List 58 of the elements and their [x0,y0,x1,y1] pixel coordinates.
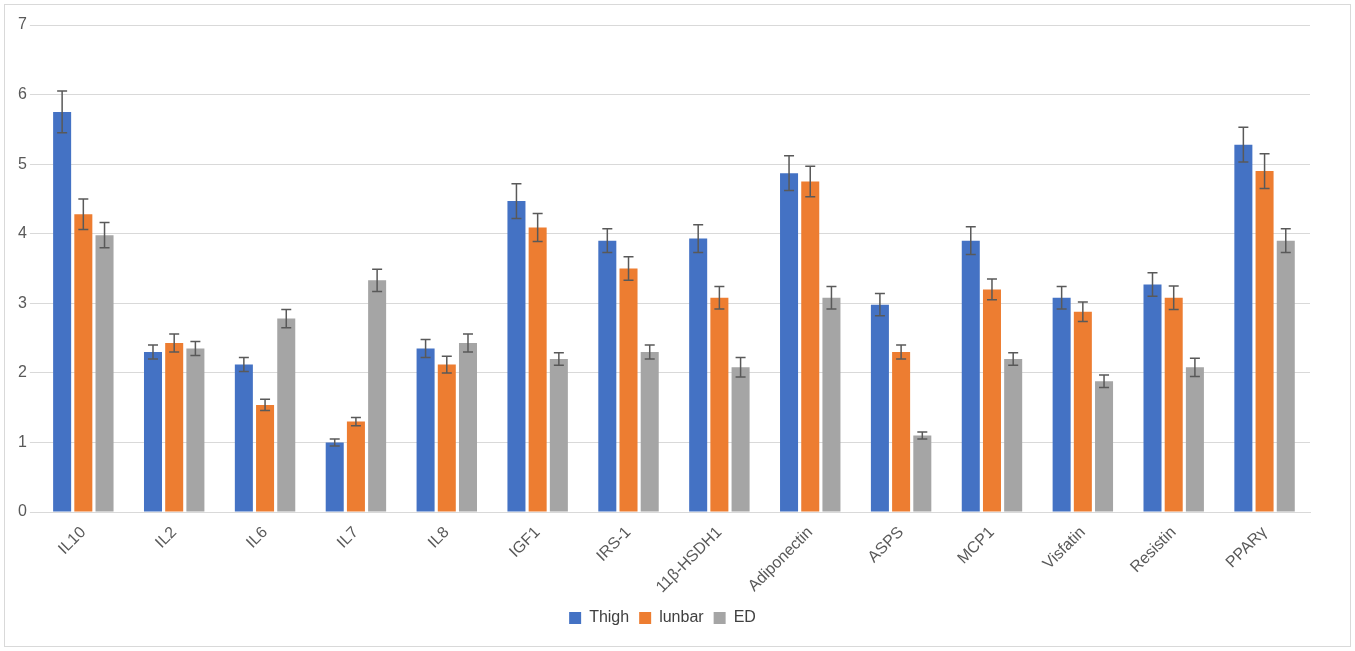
bar [1164,297,1183,512]
y-tick-label: 2 [17,363,27,381]
bar [277,318,296,512]
x-tick-label: IL6 [242,522,271,551]
x-tick-label: IL7 [333,522,362,551]
bar [913,435,932,512]
bar [640,352,659,512]
bar [870,304,889,512]
bar [53,111,72,512]
legend-label: lunbar [659,608,705,626]
bar [1004,358,1023,512]
bar [689,238,708,512]
bar [619,268,638,512]
bar [437,364,456,512]
bar [1095,381,1114,512]
y-tick-label: 6 [17,84,27,102]
bar [368,280,387,512]
bar [822,297,841,512]
bar [416,348,435,512]
bar [1185,367,1204,512]
bar [1276,240,1295,512]
y-tick-label: 1 [17,432,27,450]
x-tick-label: IL10 [54,522,89,558]
bar [801,181,820,512]
bar [1073,311,1092,512]
bar [549,358,568,512]
bar [74,214,93,512]
bar [1234,144,1253,512]
y-tick-label: 5 [17,154,27,172]
bar [507,201,526,512]
y-tick-label: 7 [17,15,27,33]
bar [325,442,344,512]
legend-label: Thigh [589,608,630,626]
bar [458,342,477,512]
y-tick-label: 3 [17,293,27,311]
bar [780,173,799,512]
bar [234,364,253,512]
x-tick-label: IL2 [151,522,180,551]
bar [346,421,365,512]
bar [598,240,617,512]
bar [1143,284,1162,512]
bar [143,352,162,512]
y-tick-label: 4 [17,224,27,242]
legend-label: ED [733,608,756,626]
bar [982,289,1001,512]
bar [165,342,184,512]
bar [95,235,114,512]
bar [710,297,729,512]
bar [186,348,205,512]
bar [256,404,275,512]
bar [528,227,547,512]
x-tick-label: IL8 [424,522,453,551]
bar [731,367,750,512]
bar [892,352,911,512]
bar [961,240,980,512]
y-tick-label: 0 [17,502,27,520]
bar [1052,297,1071,512]
bar [1255,171,1274,512]
